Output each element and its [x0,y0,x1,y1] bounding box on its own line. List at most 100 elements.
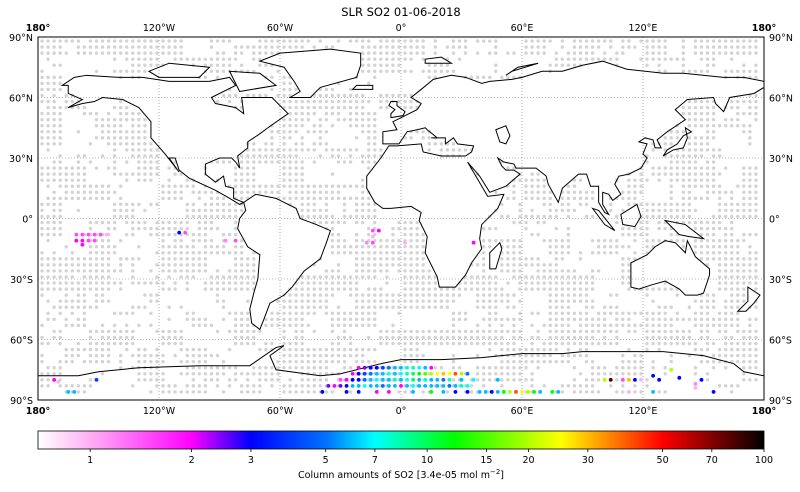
no-data-dot [149,142,153,146]
no-data-dot [318,154,323,158]
no-data-dot [481,372,486,376]
no-data-dot [215,226,220,231]
no-data-dot [488,366,492,370]
no-data-dot [40,287,44,291]
no-data-dot [621,275,625,279]
no-data-dot [191,323,195,328]
no-data-dot [252,275,256,279]
no-data-dot [397,257,401,261]
no-data-dot [252,69,256,73]
no-data-dot [94,281,99,285]
no-data-dot [421,305,425,309]
no-data-dot [385,63,389,67]
no-data-dot [215,281,220,285]
no-data-dot [730,99,734,104]
no-data-dot [475,335,480,340]
no-data-dot [330,269,335,273]
no-data-dot [360,196,365,201]
no-data-dot [155,160,159,164]
no-data-dot [754,275,758,279]
no-data-dot [736,299,740,303]
no-data-dot [336,317,341,322]
no-data-dot [288,196,292,201]
no-data-dot [584,299,589,303]
no-data-dot [354,281,359,285]
no-data-dot [239,269,244,273]
no-data-dot [40,39,44,43]
no-data-dot [596,317,601,322]
no-data-dot [233,341,238,346]
no-data-dot [397,269,401,273]
no-data-dot [687,117,692,122]
no-data-dot [536,257,540,261]
no-data-dot [645,208,649,213]
no-data-dot [258,329,262,334]
no-data-dot [288,39,292,43]
so2-point [556,390,561,394]
no-data-dot [488,378,492,382]
so2-point [405,383,409,388]
no-data-dot [118,202,123,207]
no-data-dot [173,335,177,340]
no-data-dot [367,208,371,213]
so2-point [411,377,415,382]
so2-point [501,390,506,394]
no-data-dot [736,69,740,73]
no-data-dot [572,63,577,67]
no-data-dot [300,184,304,188]
no-data-dot [494,372,498,376]
no-data-dot [131,142,135,146]
no-data-dot [748,142,752,146]
no-data-dot [112,220,117,225]
no-data-dot [633,45,637,49]
so2-point [56,379,61,384]
no-data-dot [318,117,323,122]
no-data-dot [203,366,208,370]
no-data-dot [572,366,577,370]
no-data-dot [403,105,407,110]
no-data-dot [445,69,450,73]
no-data-dot [602,238,607,243]
no-data-dot [530,359,534,364]
no-data-dot [397,263,401,267]
no-data-dot [246,329,250,334]
no-data-dot [566,251,571,255]
no-data-dot [191,353,195,358]
no-data-dot [518,257,522,261]
no-data-dot [730,105,734,110]
no-data-dot [300,341,304,346]
no-data-dot [494,238,498,243]
no-data-dot [675,208,679,213]
so2-point [608,377,613,382]
no-data-dot [481,257,486,261]
no-data-dot [705,359,710,364]
no-data-dot [354,99,359,104]
no-data-dot [385,269,389,273]
no-data-dot [312,99,316,104]
no-data-dot [100,323,105,328]
so2-point [508,390,512,394]
no-data-dot [336,184,341,188]
no-data-dot [554,311,558,315]
so2-point [435,383,440,388]
no-data-dot [530,335,534,340]
no-data-dot [367,111,371,116]
no-data-dot [94,69,99,73]
no-data-dot [373,130,377,134]
no-data-dot [717,275,722,279]
no-data-dot [264,63,268,67]
no-data-dot [155,347,159,352]
no-data-dot [282,154,286,158]
no-data-dot [215,269,220,273]
no-data-dot [52,208,56,213]
no-data-dot [566,184,571,188]
no-data-dot [403,45,407,49]
no-data-dot [730,69,734,73]
no-data-dot [439,335,444,340]
no-data-dot [112,172,117,176]
no-data-dot [64,263,68,267]
no-data-dot [379,63,383,67]
no-data-dot [451,142,456,146]
no-data-dot [481,238,486,243]
no-data-dot [197,372,202,376]
